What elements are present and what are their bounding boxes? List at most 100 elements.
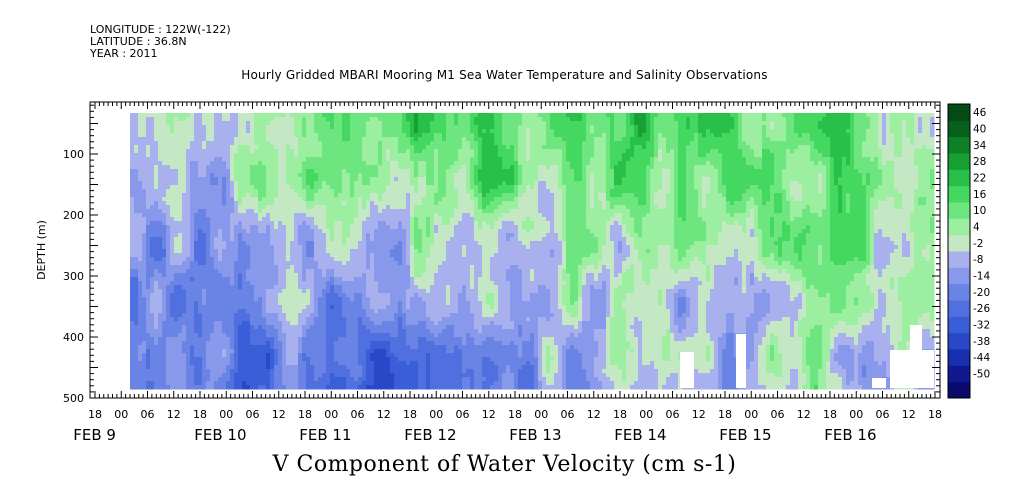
- heatmap-cell: [386, 217, 391, 222]
- heatmap-cell: [166, 253, 171, 258]
- heatmap-cell: [318, 305, 323, 310]
- heatmap-cell: [178, 329, 183, 334]
- heatmap-cell: [354, 181, 359, 186]
- heatmap-cell: [270, 353, 275, 358]
- heatmap-cell: [174, 225, 179, 230]
- heatmap-cell: [274, 381, 279, 386]
- heatmap-cell: [274, 169, 279, 174]
- heatmap-cell: [294, 373, 299, 378]
- heatmap-cell: [410, 209, 415, 214]
- heatmap-cell: [410, 341, 415, 346]
- heatmap-cell: [238, 229, 243, 234]
- heatmap-cell: [386, 149, 391, 154]
- heatmap-cell: [278, 121, 283, 126]
- heatmap-cell: [266, 289, 271, 294]
- heatmap-cell: [214, 221, 219, 226]
- heatmap-cell: [218, 277, 223, 282]
- heatmap-cell: [142, 289, 147, 294]
- heatmap-cell: [370, 273, 375, 278]
- heatmap-cell: [254, 321, 259, 326]
- heatmap-cell: [350, 205, 355, 210]
- heatmap-cell: [390, 357, 395, 362]
- heatmap-cell: [266, 225, 271, 230]
- heatmap-cell: [170, 305, 175, 310]
- heatmap-cell: [370, 381, 375, 386]
- heatmap-cell: [322, 377, 327, 382]
- heatmap-cell: [218, 129, 223, 134]
- heatmap-cell: [302, 209, 307, 214]
- heatmap-cell: [158, 365, 163, 370]
- heatmap-cell: [194, 261, 199, 266]
- heatmap-cell: [322, 281, 327, 286]
- heatmap-cell: [154, 245, 159, 250]
- heatmap-cell: [358, 117, 363, 122]
- heatmap-cell: [154, 153, 159, 158]
- heatmap-cell: [162, 269, 167, 274]
- heatmap-cell: [170, 165, 175, 170]
- heatmap-cell: [366, 377, 371, 382]
- heatmap-cell: [322, 125, 327, 130]
- heatmap-cell: [330, 213, 335, 218]
- heatmap-cell: [174, 257, 179, 262]
- heatmap-cell: [162, 185, 167, 190]
- heatmap-cell: [362, 141, 367, 146]
- heatmap-cell: [146, 225, 151, 230]
- heatmap-cell: [378, 137, 383, 142]
- heatmap-cell: [406, 249, 411, 254]
- heatmap-cell: [338, 217, 343, 222]
- heatmap-cell: [298, 197, 303, 202]
- heatmap-cell: [142, 125, 147, 130]
- heatmap-cell: [310, 137, 315, 142]
- heatmap-cell: [178, 293, 183, 298]
- heatmap-cell: [262, 325, 267, 330]
- heatmap-cell: [158, 197, 163, 202]
- heatmap-cell: [238, 113, 243, 118]
- heatmap-cell: [226, 381, 231, 386]
- heatmap-cell: [350, 229, 355, 234]
- heatmap-cell: [214, 269, 219, 274]
- heatmap-cell: [154, 329, 159, 334]
- heatmap-cell: [278, 313, 283, 318]
- heatmap-cell: [322, 117, 327, 122]
- heatmap-cell: [302, 201, 307, 206]
- heatmap-cell: [346, 321, 351, 326]
- heatmap-cell: [418, 205, 423, 210]
- heatmap-cell: [322, 357, 327, 362]
- heatmap-cell: [338, 305, 343, 310]
- heatmap-cell: [322, 181, 327, 186]
- heatmap-cell: [186, 265, 191, 270]
- heatmap-cell: [374, 221, 379, 226]
- heatmap-cell: [246, 285, 251, 290]
- heatmap-cell: [242, 321, 247, 326]
- heatmap-cell: [390, 157, 395, 162]
- heatmap-cell: [230, 113, 235, 118]
- heatmap-cell: [418, 137, 423, 142]
- heatmap-cell: [182, 353, 187, 358]
- heatmap-cell: [134, 189, 139, 194]
- heatmap-cell: [330, 313, 335, 318]
- heatmap-cell: [314, 129, 319, 134]
- heatmap-cell: [278, 261, 283, 266]
- heatmap-cell: [138, 129, 143, 134]
- heatmap-cell: [146, 137, 151, 142]
- heatmap-cell: [142, 253, 147, 258]
- heatmap-cell: [258, 317, 263, 322]
- heatmap-cell: [234, 253, 239, 258]
- heatmap-cell: [366, 177, 371, 182]
- heatmap-cell: [198, 181, 203, 186]
- heatmap-cell: [162, 201, 167, 206]
- heatmap-cell: [234, 141, 239, 146]
- heatmap-cell: [346, 121, 351, 126]
- heatmap-cell: [250, 365, 255, 370]
- heatmap-cell: [410, 169, 415, 174]
- heatmap-cell: [290, 241, 295, 246]
- heatmap-cell: [146, 357, 151, 362]
- heatmap-cell: [154, 265, 159, 270]
- heatmap-cell: [278, 353, 283, 358]
- heatmap-cell: [190, 357, 195, 362]
- heatmap-cell: [294, 217, 299, 222]
- heatmap-cell: [262, 137, 267, 142]
- heatmap-cell: [230, 253, 235, 258]
- heatmap-cell: [410, 149, 415, 154]
- heatmap-cell: [262, 233, 267, 238]
